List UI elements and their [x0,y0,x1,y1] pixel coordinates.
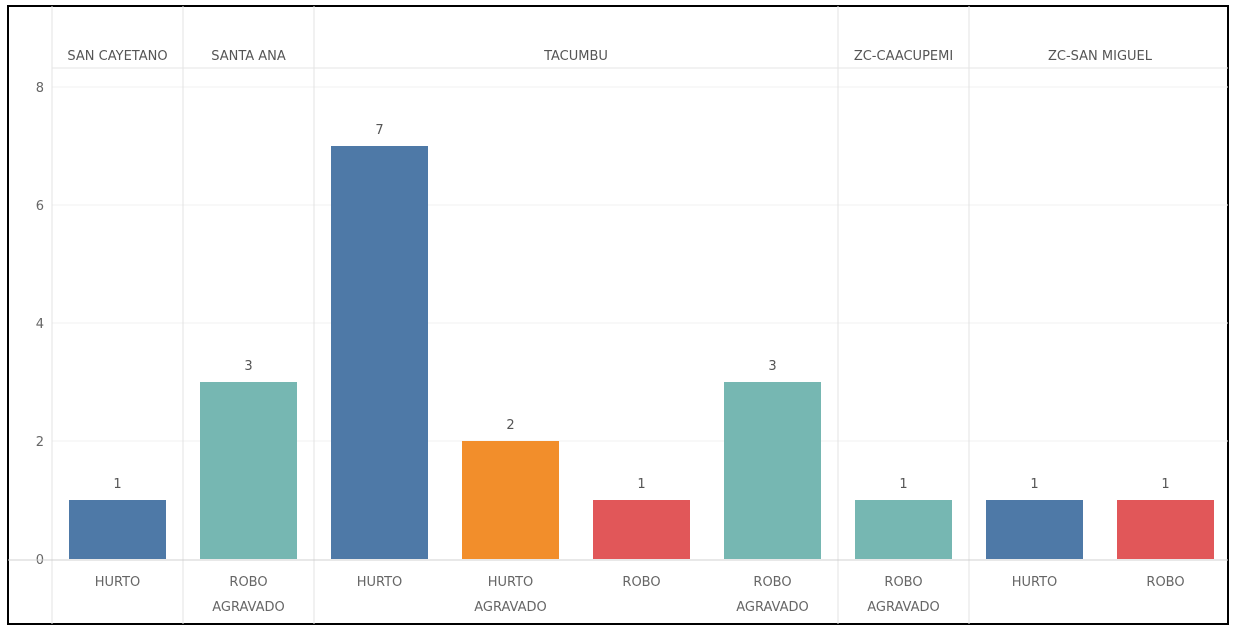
bar-2-1 [462,441,559,559]
y-tick-label-3: 6 [36,199,44,214]
value-label-2-2: 1 [637,477,645,492]
bar-4-1 [1117,500,1214,559]
category-label-1-0: ROBO AGRAVADO [212,575,285,615]
group-label-0: SAN CAYETANO [67,49,167,64]
bar-2-2 [593,500,690,559]
value-label-2-1: 2 [506,418,514,433]
value-label-4-1: 1 [1161,477,1169,492]
category-label-2-3: ROBO AGRAVADO [736,575,809,615]
category-label-0-0: HURTO [95,575,141,590]
bar-4-0 [986,500,1083,559]
group-label-3: ZC-CAACUPEMI [854,49,953,64]
category-label-4-0: HURTO [1012,575,1058,590]
group-label-2: TACUMBU [543,49,608,64]
bar-1-0 [200,382,297,559]
y-tick-label-4: 8 [36,81,44,96]
category-label-3-0: ROBO AGRAVADO [867,575,940,615]
y-tick-label-2: 4 [36,317,44,332]
value-label-4-0: 1 [1030,477,1038,492]
category-label-2-1: HURTO AGRAVADO [474,575,547,615]
y-tick-label-1: 2 [36,435,44,450]
category-label-2-2: ROBO [622,575,660,590]
bar-2-3 [724,382,821,559]
bar-3-0 [855,500,952,559]
value-label-3-0: 1 [899,477,907,492]
category-label-2-0: HURTO [357,575,403,590]
value-label-2-0: 7 [375,123,383,138]
value-label-1-0: 3 [244,359,252,374]
group-label-1: SANTA ANA [211,49,286,64]
category-label-4-1: ROBO [1146,575,1184,590]
value-label-2-3: 3 [768,359,776,374]
bar-0-0 [69,500,166,559]
value-label-0-0: 1 [113,477,121,492]
group-label-4: ZC-SAN MIGUEL [1048,49,1153,64]
bar-2-0 [331,146,428,559]
